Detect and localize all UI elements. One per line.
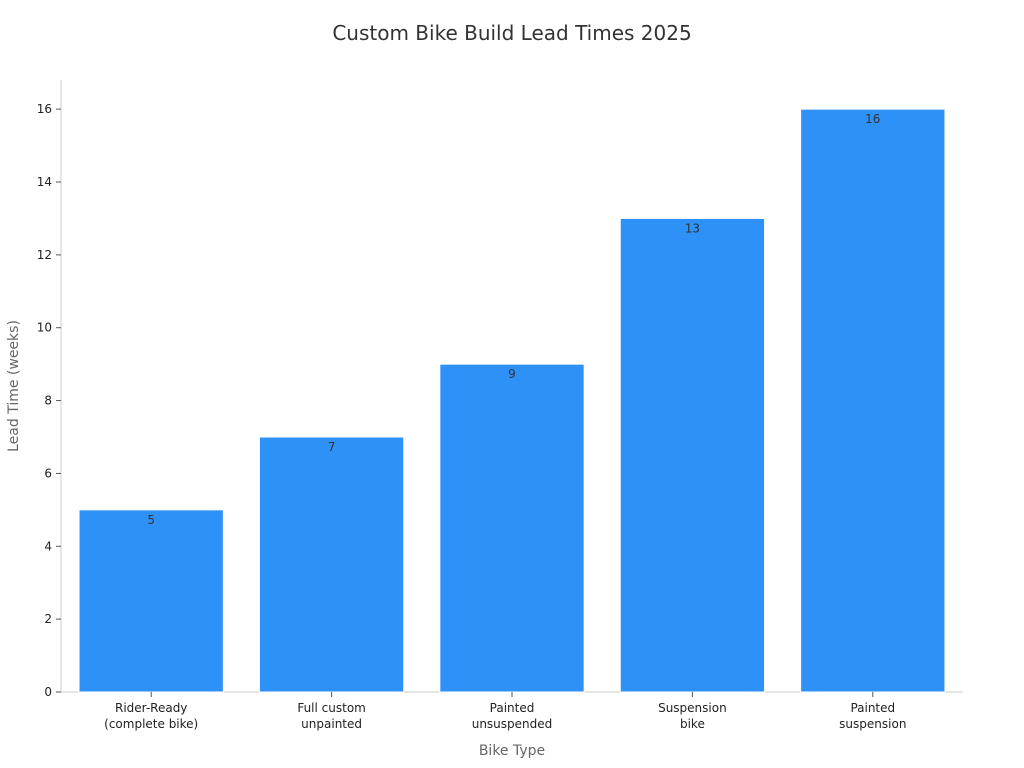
bar (78, 509, 224, 693)
y-tick-label: 16 (37, 102, 52, 116)
x-tick-label: Painted unsuspended (472, 701, 553, 731)
x-axis-title: Bike Type (479, 743, 545, 759)
y-tick-label: 0 (44, 685, 52, 699)
y-axis-title: Lead Time (weeks) (6, 320, 22, 452)
bar-value-label: 16 (865, 112, 880, 126)
y-tick-label: 14 (37, 175, 52, 189)
bar (619, 217, 766, 693)
y-tick-label: 2 (44, 612, 52, 626)
bar (258, 436, 405, 693)
y-tick-label: 4 (44, 539, 52, 553)
bar-value-label: 9 (508, 367, 516, 381)
y-tick-label: 10 (37, 321, 52, 335)
y-tick-label: 12 (37, 248, 52, 262)
bar (439, 363, 585, 693)
y-tick-label: 6 (44, 466, 52, 480)
x-tick-label: Painted suspension (839, 701, 906, 731)
chart-title: Custom Bike Build Lead Times 2025 (332, 21, 691, 45)
x-tick-label: Full custom unpainted (297, 701, 366, 731)
plot-area: 0 2 4 6 8 10 12 14 16 5 Rider-Ready (complete bike)… (37, 80, 963, 731)
x-tick-label: Suspension bike (658, 701, 727, 731)
x-tick-label: Rider-Ready (complete bike) (104, 701, 198, 731)
bar-value-label: 7 (328, 440, 336, 454)
bar-value-label: 5 (147, 513, 155, 527)
bar-value-label: 13 (685, 221, 700, 235)
y-tick-label: 8 (44, 394, 52, 408)
bar (800, 108, 946, 693)
